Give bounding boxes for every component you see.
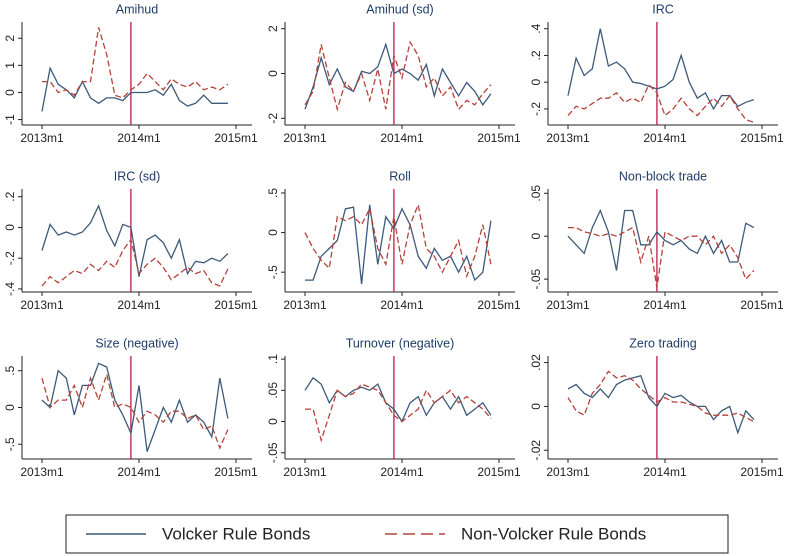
x-tick-label: 2014m1 bbox=[380, 465, 424, 479]
y-tick-label: .5 bbox=[266, 188, 280, 198]
x-tick-label: 2013m1 bbox=[283, 298, 327, 312]
y-tick-label: 2 bbox=[3, 35, 17, 42]
x-tick-label: 2015m1 bbox=[477, 131, 521, 145]
y-tick-label: .2 bbox=[3, 191, 17, 201]
x-tick-label: 2013m1 bbox=[283, 131, 327, 145]
x-tick-label: 2014m1 bbox=[643, 298, 687, 312]
series-line bbox=[304, 376, 492, 423]
series-line bbox=[567, 28, 755, 111]
x-tick-label: 2014m1 bbox=[117, 131, 161, 145]
y-tick-label: .4 bbox=[529, 23, 543, 33]
x-tick-label: 2013m1 bbox=[546, 298, 590, 312]
y-tick-label: 2 bbox=[266, 25, 280, 32]
series-line bbox=[305, 204, 492, 285]
y-tick-label: -2 bbox=[266, 113, 280, 124]
y-tick-label: -.05 bbox=[266, 442, 280, 463]
x-tick-label: 2013m1 bbox=[546, 131, 590, 145]
panel-title: IRC bbox=[652, 2, 674, 16]
series-line bbox=[567, 83, 755, 123]
y-tick-label: -.02 bbox=[529, 440, 543, 461]
panel-title: Zero trading bbox=[629, 336, 696, 350]
x-tick-label: 2015m1 bbox=[477, 298, 521, 312]
series-line bbox=[567, 370, 755, 423]
x-tick-label: 2013m1 bbox=[283, 465, 327, 479]
series-line bbox=[304, 40, 492, 112]
y-tick-label: .05 bbox=[529, 185, 543, 202]
y-tick-label: -.5 bbox=[266, 265, 280, 279]
panel-title: Amihud (sd) bbox=[366, 2, 433, 16]
series-line bbox=[42, 27, 229, 99]
panel-title: IRC (sd) bbox=[114, 169, 161, 183]
y-tick-label: 0 bbox=[266, 70, 280, 77]
legend-label: Non-Volcker Rule Bonds bbox=[461, 524, 646, 543]
series-line bbox=[304, 42, 492, 110]
panel-title: Size (negative) bbox=[95, 336, 178, 350]
x-tick-label: 2013m1 bbox=[546, 465, 590, 479]
y-tick-label: 0 bbox=[3, 224, 17, 231]
series-line bbox=[567, 374, 755, 435]
y-tick-label: -.05 bbox=[529, 268, 543, 289]
y-tick-label: .1 bbox=[266, 354, 280, 364]
y-tick-label: .05 bbox=[266, 382, 280, 399]
x-tick-label: 2015m1 bbox=[740, 465, 784, 479]
x-tick-label: 2014m1 bbox=[643, 465, 687, 479]
x-tick-label: 2013m1 bbox=[20, 465, 64, 479]
x-tick-label: 2015m1 bbox=[740, 131, 784, 145]
y-tick-label: 0 bbox=[266, 229, 280, 236]
x-tick-label: 2013m1 bbox=[20, 298, 64, 312]
y-tick-label: .02 bbox=[529, 354, 543, 371]
y-tick-label: -1 bbox=[3, 114, 17, 125]
series-line bbox=[41, 238, 229, 287]
x-tick-label: 2014m1 bbox=[117, 298, 161, 312]
x-tick-label: 2013m1 bbox=[20, 131, 64, 145]
series-line bbox=[567, 208, 755, 271]
legend-label: Volcker Rule Bonds bbox=[162, 524, 310, 543]
y-tick-label: -.5 bbox=[3, 437, 17, 451]
y-tick-label: 0 bbox=[266, 418, 280, 425]
series-line bbox=[305, 383, 492, 443]
panel-title: Turnover (negative) bbox=[346, 336, 455, 350]
series-line bbox=[41, 66, 228, 112]
series-line bbox=[41, 371, 229, 450]
y-tick-label: 0 bbox=[3, 404, 17, 411]
y-tick-label: 1 bbox=[3, 62, 17, 69]
x-tick-label: 2014m1 bbox=[643, 131, 687, 145]
x-tick-label: 2015m1 bbox=[477, 465, 521, 479]
y-tick-label: -.2 bbox=[3, 251, 17, 265]
y-tick-label: 0 bbox=[529, 233, 543, 240]
y-tick-label: 0 bbox=[529, 403, 543, 410]
series-line bbox=[304, 202, 492, 279]
x-tick-label: 2014m1 bbox=[117, 465, 161, 479]
panel-title: Amihud bbox=[116, 2, 158, 16]
series-line bbox=[568, 226, 755, 288]
x-tick-label: 2015m1 bbox=[214, 465, 258, 479]
y-tick-label: .5 bbox=[3, 365, 17, 375]
panel-title: Roll bbox=[389, 169, 411, 183]
x-tick-label: 2015m1 bbox=[214, 131, 258, 145]
series-line bbox=[41, 362, 229, 452]
y-tick-label: -.2 bbox=[529, 102, 543, 116]
y-tick-label: .2 bbox=[529, 50, 543, 60]
panel-title: Non-block trade bbox=[619, 169, 707, 183]
series-line bbox=[41, 204, 229, 277]
x-tick-label: 2015m1 bbox=[214, 298, 258, 312]
y-tick-label: 0 bbox=[529, 79, 543, 86]
x-tick-label: 2014m1 bbox=[380, 298, 424, 312]
x-tick-label: 2015m1 bbox=[740, 298, 784, 312]
x-tick-label: 2014m1 bbox=[380, 131, 424, 145]
y-tick-label: 0 bbox=[3, 89, 17, 96]
y-tick-label: -.4 bbox=[3, 282, 17, 296]
